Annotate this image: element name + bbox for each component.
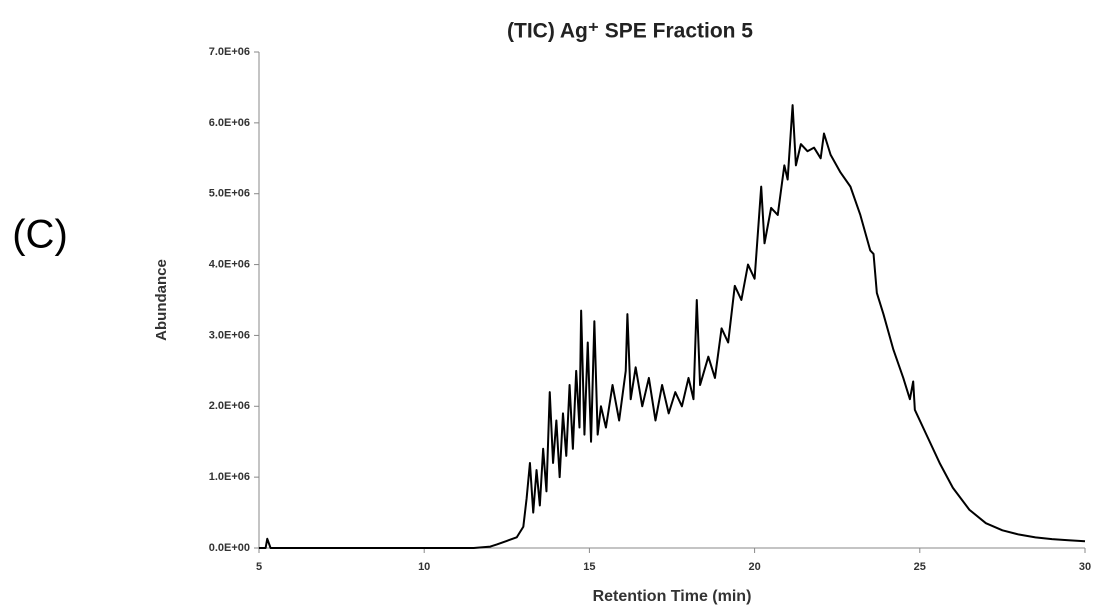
y-tick-label: 4.0E+06 (209, 258, 250, 270)
x-tick-label: 20 (748, 561, 760, 573)
x-tick-label: 30 (1079, 561, 1091, 573)
x-tick-label: 15 (583, 561, 595, 573)
y-tick-label: 2.0E+06 (209, 400, 250, 412)
y-axis-title: Abundance (153, 259, 170, 341)
y-tick-label: 1.0E+06 (209, 471, 250, 483)
y-tick-label: 6.0E+06 (209, 117, 250, 129)
panel-label: (C) (12, 213, 68, 257)
x-tick-label: 5 (256, 561, 262, 573)
chart-title: (TIC) Ag⁺ SPE Fraction 5 (507, 20, 753, 43)
x-tick-label: 10 (418, 561, 430, 573)
series-line (259, 104, 1086, 549)
x-axis-title: Retention Time (min) (593, 588, 752, 605)
x-tick-label: 25 (914, 561, 926, 573)
y-tick-label: 3.0E+06 (209, 329, 250, 341)
y-tick-label: 7.0E+06 (209, 46, 250, 58)
y-tick-label: 0.0E+00 (209, 542, 250, 554)
y-tick-label: 5.0E+06 (209, 188, 250, 200)
